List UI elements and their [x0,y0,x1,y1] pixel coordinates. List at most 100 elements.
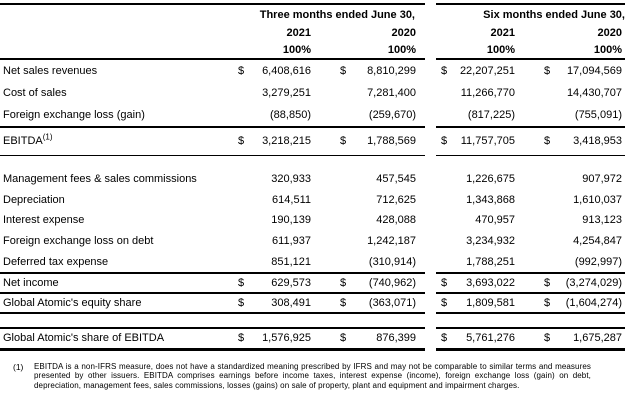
value-cell: 1,610,037 [520,194,631,206]
header-year-row: 2021 2020 2021 2020 [0,24,631,41]
divider-segment [0,311,425,314]
cell-value: (992,997) [574,255,622,268]
value-cell: $629,573 [238,277,318,289]
value-cell: $3,418,953 [520,135,631,147]
currency-symbol: $ [340,277,347,290]
divider-segment [436,347,625,351]
year-column-header: 2020 [391,26,416,39]
currency-symbol: $ [441,277,448,290]
row-label: Net income [3,277,59,290]
cell-value: 3,218,215 [262,135,311,147]
cell-value: 3,234,932 [466,235,515,248]
divider-segment [0,271,425,275]
cell-value: (88,850) [270,109,311,121]
value-cell: $308,491 [238,297,318,309]
footnote-text: EBITDA is a non-IFRS measure, does not h… [34,361,591,390]
value-cell: $3,693,022 [436,277,520,289]
cell-value: 190,139 [271,214,311,227]
divider-segment [436,154,625,156]
value-cell: 851,121 [238,256,318,268]
currency-symbol: $ [340,332,347,345]
section-divider [0,326,631,329]
value-cell: $ (363,071) [318,297,425,309]
value-cell: 4,254,847 [520,235,631,247]
divider-segment [0,347,425,351]
header-period-row: Three months ended June 30, Six months e… [0,5,631,24]
value-cell: (817,225) [436,109,520,121]
divider-segment [436,58,625,60]
percent-column-header: 100% [387,43,416,56]
divider-segment [436,126,625,128]
cell-value: 1,788,569 [367,135,416,147]
cell-value: (755,091) [574,109,622,121]
percent-column-header: 100% [593,43,622,56]
cell-value: 5,761,276 [466,332,515,345]
value-cell: $11,757,705 [436,135,520,147]
year-column-header: 2020 [597,26,622,39]
table-row: Cost of sales 3,279,251 7,281,400 11,266… [0,82,631,104]
value-cell: 712,625 [318,194,425,206]
value-cell: (992,997) [520,256,631,268]
value-cell: $1,788,569 [318,135,425,147]
year-column-header: 2021 [286,26,311,39]
cell-value: 11,266,770 [460,87,515,99]
divider-segment [0,326,425,329]
divider-segment [436,3,625,5]
table-row: Management fees & sales commissions 320,… [0,169,631,190]
row-label: Global Atomic's equity share [3,296,142,309]
cell-value: 3,418,953 [573,135,622,147]
cell-value: 428,088 [376,214,416,227]
cell-value: 876,399 [376,332,416,345]
value-cell: $22,207,251 [436,65,520,77]
value-cell: 913,123 [520,214,631,226]
cell-value: 1,343,868 [466,193,515,206]
value-cell: $3,218,215 [238,135,318,147]
cell-value: 1,809,581 [466,296,515,309]
value-cell: 1,343,868 [436,194,520,206]
cell-value: 14,430,707 [566,87,622,99]
percent-column-header: 100% [282,43,311,56]
value-cell: $17,094,569 [520,65,631,77]
section-divider [0,126,631,128]
divider-segment [0,154,425,156]
value-cell: 14,430,707 [520,87,631,99]
cell-value: (363,071) [368,296,416,309]
cell-value: 11,757,705 [460,135,515,147]
table-row: Deferred tax expense 851,121 (310,914) 1… [0,251,631,272]
value-cell: 611,937 [238,235,318,247]
table-row: Global Atomic's equity share $308,491 $ (… [0,294,631,312]
cell-value: 907,972 [582,173,622,186]
value-cell: 320,933 [238,173,318,185]
currency-symbol: $ [544,65,551,77]
row-label: Deferred tax expense [3,255,109,268]
cell-value: 1,788,251 [466,255,515,268]
cell-value: 1,610,037 [573,193,622,206]
currency-symbol: $ [238,332,245,345]
section-divider [0,311,631,314]
value-cell: $6,408,616 [238,65,318,77]
divider-segment [0,126,425,128]
value-cell: $1,809,581 [436,297,520,309]
value-cell: 457,545 [318,173,425,185]
cell-value: 712,625 [376,193,416,206]
footnote-marker: (1) [13,361,24,372]
table-row: Net sales revenues $6,408,616 $8,810,299… [0,60,631,82]
value-cell: $ (3,274,029) [520,277,631,289]
value-cell: $1,675,287 [520,332,631,344]
cell-value: (259,670) [368,109,416,121]
currency-symbol: $ [441,332,448,345]
currency-symbol: $ [238,135,245,147]
currency-symbol: $ [544,277,551,290]
period-group-six-months: Six months ended June 30, [483,8,625,21]
value-cell: $ (740,962) [318,277,425,289]
table-row: Interest expense 190,139 428,088 470,957… [0,210,631,231]
cell-value: (817,225) [467,109,515,121]
value-cell: 907,972 [520,173,631,185]
cell-value: 22,207,251 [459,65,515,77]
value-cell: $876,399 [318,332,425,344]
divider-segment [0,292,425,294]
divider-segment [436,271,625,275]
currency-symbol: $ [340,135,347,147]
section-divider [0,292,631,294]
